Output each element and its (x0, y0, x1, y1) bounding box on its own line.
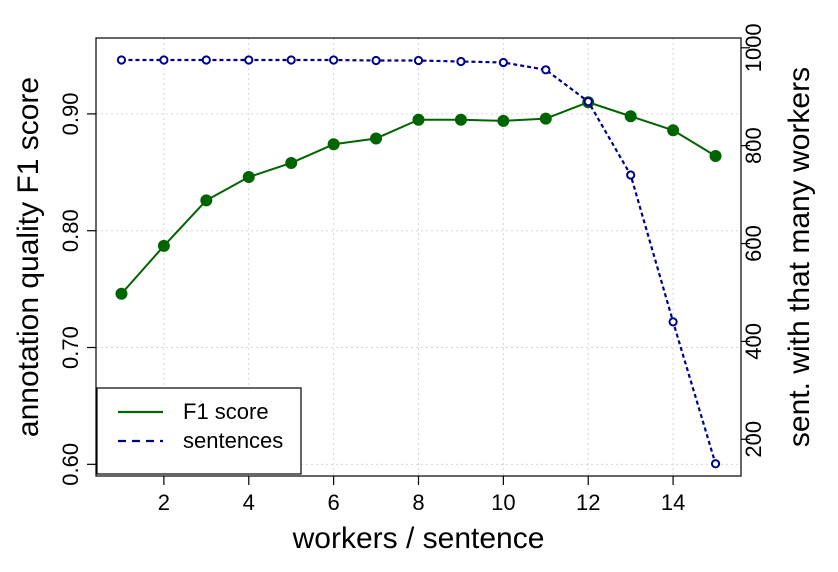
legend-label-sentences: sentences (183, 428, 283, 453)
data-point-sentences (413, 55, 424, 66)
y-right-tick-label: 400 (741, 323, 766, 360)
data-point-sentences (116, 55, 127, 65)
data-point-f1-score (327, 138, 340, 151)
data-point-f1-score (497, 114, 510, 127)
data-point-f1-score (200, 194, 213, 207)
data-point-sentences (626, 170, 636, 180)
x-tick-label: 4 (243, 490, 255, 515)
x-tick-label: 10 (491, 490, 515, 515)
x-tick-label: 14 (661, 490, 685, 515)
data-point-f1-score (539, 112, 552, 125)
data-point-sentences (710, 459, 721, 469)
data-point-sentences (159, 55, 169, 65)
y-right-tick-label: 200 (741, 421, 766, 458)
legend: F1 score sentences (96, 387, 302, 475)
x-tick-label: 12 (576, 490, 600, 515)
y-left-tick-label: 0.80 (58, 209, 83, 252)
x-axis-title: workers / sentence (292, 522, 545, 555)
y-right-tick-label: 800 (741, 127, 766, 164)
y-left-tick-label: 0.60 (58, 443, 83, 486)
data-point-f1-score (454, 113, 467, 126)
data-point-sentences (541, 65, 551, 75)
y-right-axis-title: sent. with that many workers (783, 67, 816, 447)
data-point-sentences (583, 97, 593, 107)
data-point-f1-score (624, 110, 637, 123)
data-point-sentences (244, 55, 254, 65)
data-point-f1-score (412, 113, 425, 126)
y-right-tick-label: 1000 (741, 23, 766, 72)
data-point-sentences (371, 55, 381, 66)
x-tick-label: 6 (328, 490, 340, 515)
data-point-sentences (286, 55, 296, 65)
legend-label-f1-score: F1 score (183, 399, 269, 424)
data-point-f1-score (370, 132, 383, 145)
data-point-f1-score (242, 170, 255, 183)
y-right-tick-label: 600 (741, 225, 766, 262)
data-point-sentences (668, 317, 678, 327)
data-point-sentences (201, 55, 211, 65)
data-point-f1-score (285, 156, 298, 169)
x-tick-label: 8 (412, 490, 424, 515)
data-point-sentences (498, 57, 508, 68)
axes-layer: 2 4 6 8 10 12 14 0.60 0.70 0.80 0.90 200 400 600 800 10… (12, 23, 816, 555)
data-point-f1-score (667, 124, 680, 137)
y-left-axis-title: annotation quality F1 score (12, 77, 45, 437)
y-left-tick-label: 0.90 (58, 93, 83, 136)
x-tick-label: 2 (158, 490, 170, 515)
data-point-f1-score (115, 287, 128, 300)
y-left-tick-label: 0.70 (58, 326, 83, 369)
legend-box (96, 387, 302, 475)
data-point-sentences (456, 56, 466, 67)
series-layer (115, 55, 722, 469)
data-point-f1-score (709, 149, 722, 162)
data-point-sentences (329, 55, 339, 65)
data-point-f1-score (157, 239, 170, 252)
